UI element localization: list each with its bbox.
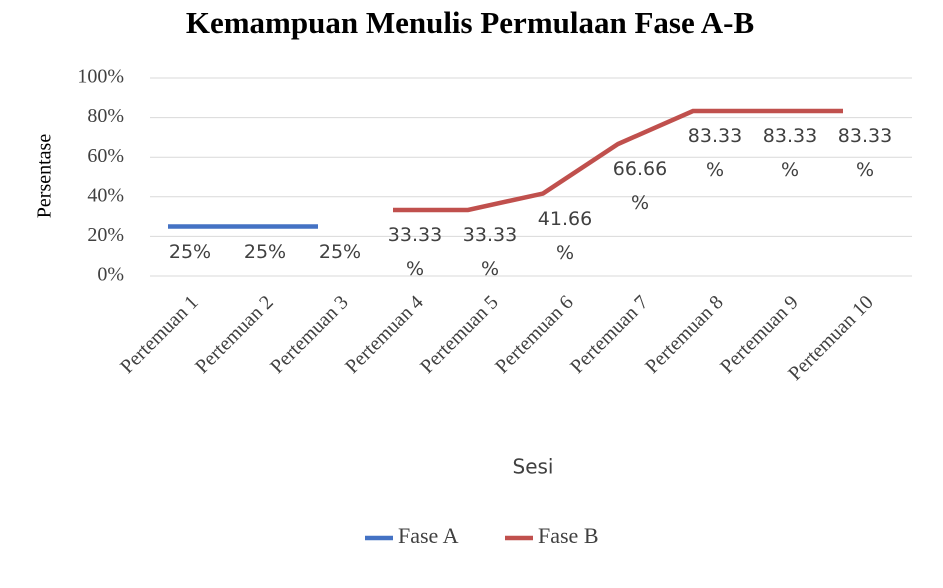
y-axis-label: Persentase xyxy=(34,134,56,219)
x-tick-label: Pertemuan 6 xyxy=(491,291,578,378)
x-tick-label: Pertemuan 1 xyxy=(116,291,203,378)
series-line xyxy=(393,108,843,213)
y-tick-label: 60% xyxy=(87,145,124,167)
data-label: 83.33 % xyxy=(762,125,818,181)
x-tick-label: Pertemuan 5 xyxy=(416,291,503,378)
data-label: 66.66 % xyxy=(612,158,668,214)
y-tick-label: 100% xyxy=(77,66,124,88)
y-tick-label: 20% xyxy=(87,224,124,246)
y-tick-label: 80% xyxy=(87,105,124,127)
legend-label: Fase B xyxy=(538,523,599,548)
x-tick-label: Pertemuan 4 xyxy=(341,291,428,378)
data-label: 33.33 % xyxy=(387,224,443,280)
y-tick-label: 0% xyxy=(97,264,124,286)
data-label: 25% xyxy=(243,240,287,263)
x-axis-label: Sesi xyxy=(513,455,554,479)
chart-title: Kemampuan Menulis Permulaan Fase A-B xyxy=(186,5,754,40)
data-label: 41.66 % xyxy=(537,207,593,264)
x-tick-label: Pertemuan 8 xyxy=(641,291,728,378)
data-label: 83.33 % xyxy=(837,125,893,181)
data-label: 25% xyxy=(318,240,362,263)
legend-label: Fase A xyxy=(398,523,459,548)
x-tick-label: Pertemuan 3 xyxy=(266,291,353,378)
x-tick-label: Pertemuan 2 xyxy=(191,291,278,378)
data-label: 25% xyxy=(168,240,212,263)
data-label: 83.33 % xyxy=(687,125,743,181)
x-tick-label: Pertemuan 7 xyxy=(566,291,653,378)
data-label: 33.33 % xyxy=(462,224,518,280)
y-tick-label: 40% xyxy=(87,184,124,206)
